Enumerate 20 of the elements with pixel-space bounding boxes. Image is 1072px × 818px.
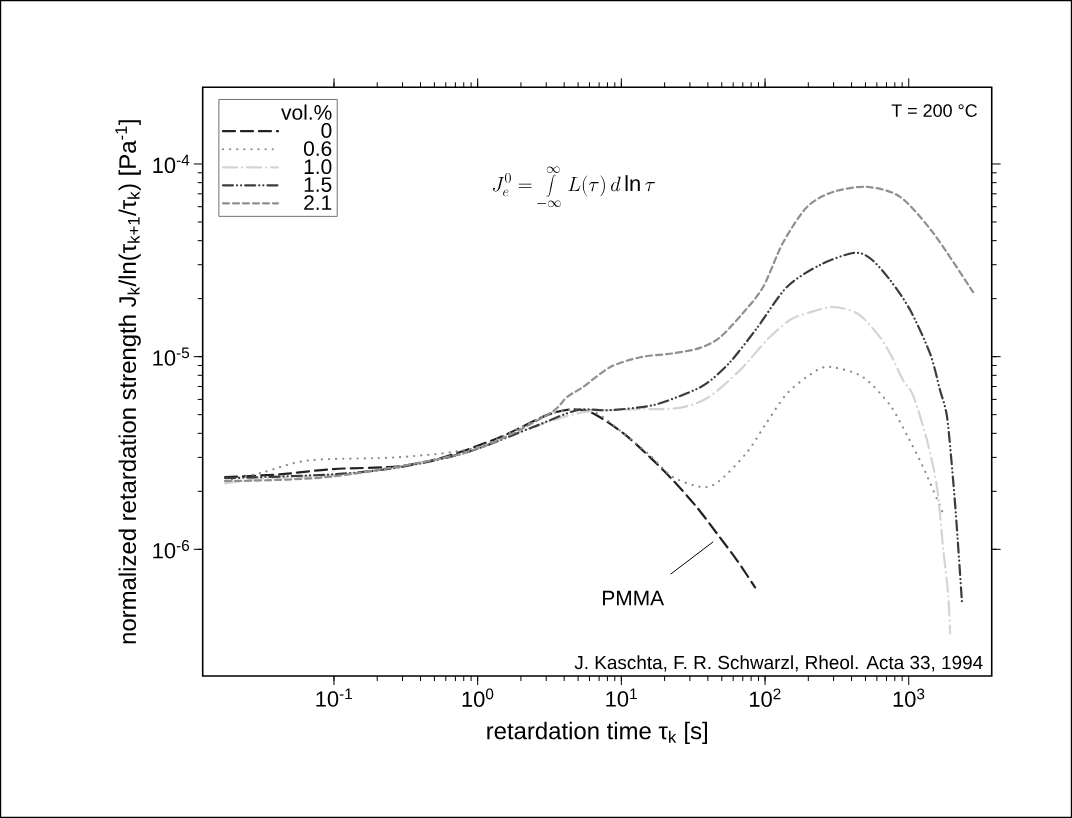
legend-label: 1.5: [304, 177, 332, 192]
annotation: T = 200 °C: [891, 104, 977, 117]
y-tick-label: 10$^{-4}$: [153, 154, 190, 174]
legend-label: 1.0: [304, 159, 332, 175]
x-tick-label: 10$^{1}$: [606, 688, 637, 707]
x-tick-label: 10$^{2}$: [750, 688, 781, 707]
annotation: $J_e^0=\int\limits_{-\infty}^{\infty} L(\tau)\,d\ln\tau$: [492, 166, 655, 208]
legend-label: 0: [321, 123, 332, 138]
x-tick-label: 10$^{-1}$: [316, 688, 352, 707]
x-axis-title: retardation time τ$_{k}$ [s]: [487, 721, 707, 745]
annotation: PMMA: [603, 590, 665, 606]
text: normalized retardation strength J$_{k}$/ln(τ$_{k+1}$/τ$_{k}$) [Pa$^{-1}$]: [115, 120, 141, 644]
annotation: J. Kaschta, F. R. Schwarzl, Rheol. Acta 33, 1994: [574, 655, 983, 672]
x-tick-label: 10$^{3}$: [893, 688, 925, 707]
x-tick-label: 10$^{0}$: [462, 688, 494, 707]
legend-label: 0.6: [303, 141, 332, 157]
legend-title: vol.%: [281, 104, 332, 120]
y-tick-label: 10$^{-6}$: [153, 540, 190, 559]
legend-label: 2.1: [304, 195, 332, 210]
y-tick-label: 10$^{-5}$: [153, 347, 190, 366]
